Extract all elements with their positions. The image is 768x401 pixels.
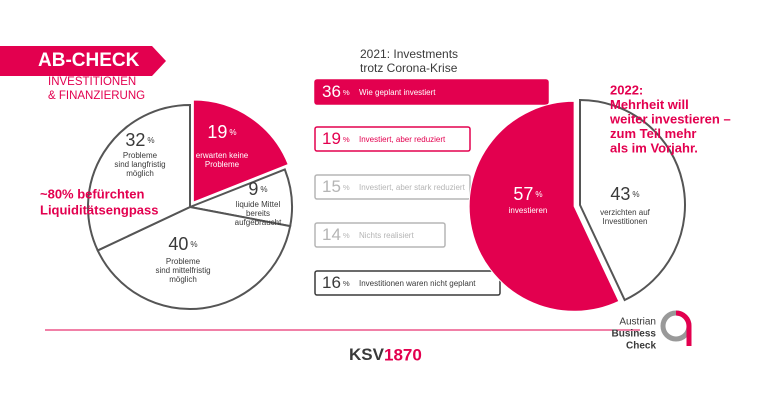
slice-label: bereits (246, 209, 270, 218)
badge-text: Business (612, 329, 657, 340)
brand: 1870 (384, 345, 422, 364)
subtitle: INVESTITIONEN (48, 76, 136, 88)
value-number: 36 (322, 82, 341, 101)
value-number: 14 (322, 225, 341, 244)
answer-label: Wie geplant investiert (359, 88, 436, 97)
slice-label: sind langfristig (114, 160, 165, 169)
brand-part: KSV (349, 345, 385, 364)
answer-label: Investiert, aber reduziert (359, 135, 446, 144)
answer-box (314, 270, 501, 296)
value-unit: % (229, 128, 236, 137)
annotation: als im Vorjahr. (610, 140, 698, 155)
annotation: Mehrheit will (610, 97, 689, 112)
value-label: 9% (248, 179, 267, 199)
value-unit: % (535, 190, 542, 199)
value-unit: % (147, 136, 154, 145)
value-label: 15% (322, 177, 350, 196)
slice-label: sind mittelfristig (155, 266, 210, 275)
value-unit: % (343, 279, 350, 288)
value-number: 19 (322, 129, 341, 148)
value-unit: % (343, 135, 350, 144)
value-label: 16% (322, 273, 350, 292)
pie-slice (468, 100, 620, 312)
value-label: 19% (207, 122, 236, 142)
value-number: 9 (248, 179, 258, 199)
title: AB-CHECK (38, 50, 140, 71)
badge-text: Check (626, 341, 656, 352)
annotation: Liquiditätsengpass (40, 202, 158, 217)
annotation: ~80% befürchten (40, 186, 144, 201)
slice-label: möglich (169, 275, 197, 284)
badge-logo (675, 310, 692, 346)
answer-box (314, 222, 446, 248)
value-label: 40% (168, 234, 197, 254)
answer-label: Investiert, aber stark reduziert (359, 183, 466, 192)
value-label: 32% (125, 130, 154, 150)
value-number: 19 (207, 122, 227, 142)
value-unit: % (260, 185, 267, 194)
slice-label: erwarten keine (196, 151, 249, 160)
value-number: 40 (168, 234, 188, 254)
slice-label: möglich (126, 169, 154, 178)
slice-label: investieren (509, 206, 548, 215)
value-unit: % (190, 240, 197, 249)
badge-text: Austrian (619, 317, 656, 328)
slice-label: Probleme (123, 151, 158, 160)
answer-label: Nichts realisiert (359, 231, 414, 240)
value-unit: % (632, 190, 639, 199)
annotation: zum Teil mehr (610, 126, 696, 141)
value-number: 43 (610, 184, 630, 204)
pie-slice (87, 103, 191, 252)
answer-box (314, 79, 549, 105)
value-number: 15 (322, 177, 341, 196)
answer-label: Investitionen waren nicht geplant (359, 279, 476, 288)
slice-label: Probleme (205, 160, 240, 169)
value-number: 16 (322, 273, 341, 292)
brand: KSV (349, 345, 385, 364)
slice-label: Probleme (166, 257, 201, 266)
slice-label: Investitionen (603, 217, 648, 226)
pie-slice (192, 99, 289, 203)
answer-box (314, 174, 471, 200)
value-unit: % (343, 88, 350, 97)
slice-label: liquide Mittel (236, 200, 281, 209)
section-title: 2021: Investments (360, 47, 458, 61)
value-label: 36% (322, 82, 350, 101)
slice-label: aufgebraucht (235, 218, 282, 227)
subtitle: & FINANZIERUNG (48, 90, 145, 102)
value-number: 32 (125, 130, 145, 150)
annotation: weiter investieren – (609, 111, 731, 126)
value-unit: % (343, 183, 350, 192)
section-title: trotz Corona-Krise (360, 61, 458, 75)
value-number: 57 (513, 184, 533, 204)
title-banner (0, 46, 166, 76)
value-unit: % (343, 231, 350, 240)
pie-slice (96, 205, 292, 310)
annotation: 2022: (610, 82, 643, 97)
value-label: 57% (513, 184, 542, 204)
answer-box (314, 126, 471, 152)
value-label: 19% (322, 129, 350, 148)
value-label: 43% (610, 184, 639, 204)
slice-label: verzichten auf (600, 208, 651, 217)
pie-slice (579, 98, 686, 302)
value-label: 14% (322, 225, 350, 244)
